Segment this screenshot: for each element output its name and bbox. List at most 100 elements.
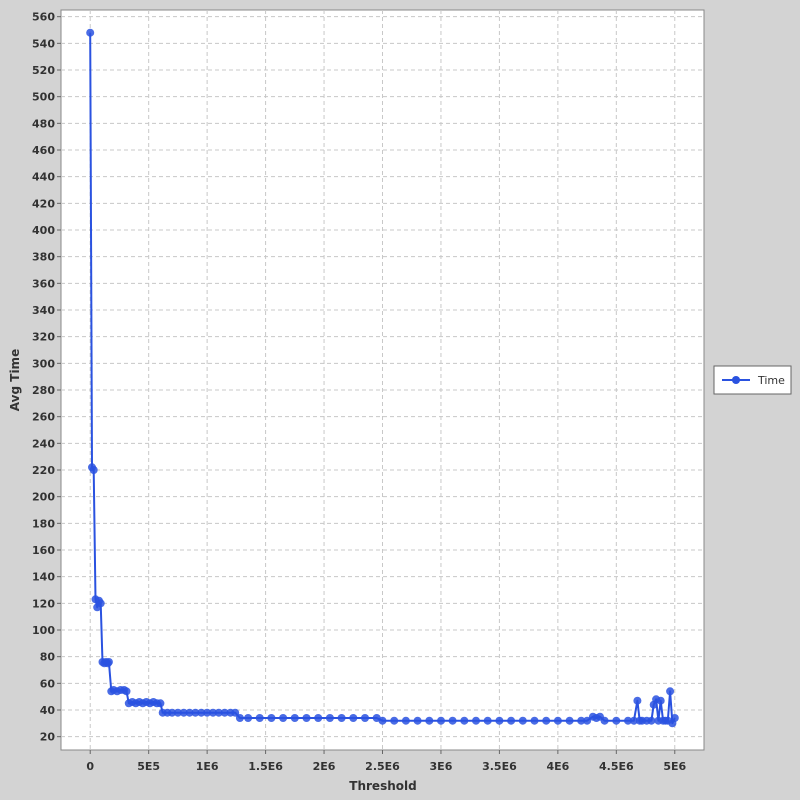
y-tick-label: 420 bbox=[32, 197, 55, 210]
data-point bbox=[483, 716, 492, 725]
y-tick-label: 500 bbox=[32, 91, 55, 104]
data-point bbox=[378, 716, 387, 725]
data-point bbox=[647, 716, 656, 725]
y-tick-label: 440 bbox=[32, 171, 55, 184]
data-point bbox=[255, 714, 264, 722]
data-point bbox=[670, 714, 679, 722]
series-layer bbox=[86, 28, 679, 728]
x-tick-label: 3E6 bbox=[430, 760, 453, 773]
data-point bbox=[104, 658, 113, 666]
y-tick-label: 60 bbox=[40, 677, 56, 690]
data-point bbox=[507, 716, 516, 725]
data-point bbox=[390, 716, 399, 725]
data-point bbox=[666, 687, 675, 696]
grid bbox=[61, 10, 704, 750]
y-tick-label: 280 bbox=[32, 384, 55, 397]
x-tick-label: 5E6 bbox=[663, 760, 686, 773]
data-point bbox=[302, 714, 311, 722]
data-point bbox=[425, 716, 434, 725]
data-point bbox=[565, 716, 574, 725]
data-point bbox=[600, 716, 609, 725]
data-point bbox=[185, 708, 194, 717]
data-point bbox=[325, 714, 334, 722]
data-point bbox=[401, 716, 410, 725]
data-point bbox=[337, 714, 346, 722]
x-tick-label: 5E5 bbox=[137, 760, 160, 773]
y-axis-title: Avg Time bbox=[8, 349, 22, 411]
data-point bbox=[220, 708, 229, 717]
data-point bbox=[235, 714, 244, 722]
data-point bbox=[629, 716, 638, 725]
data-point bbox=[633, 696, 642, 705]
data-point bbox=[612, 716, 621, 725]
x-tick-label: 2.5E6 bbox=[365, 760, 400, 773]
y-tick-label: 260 bbox=[32, 411, 55, 424]
data-point bbox=[624, 716, 632, 725]
y-tick-label: 100 bbox=[32, 624, 55, 637]
y-tick-label: 20 bbox=[40, 731, 56, 744]
x-tick-label: 1.5E6 bbox=[248, 760, 283, 773]
y-tick-label: 200 bbox=[32, 491, 55, 504]
x-tick-label: 3.5E6 bbox=[482, 760, 517, 773]
data-point bbox=[244, 714, 253, 722]
data-point bbox=[656, 696, 665, 705]
data-point bbox=[122, 687, 131, 696]
x-tick-label: 4E6 bbox=[546, 760, 569, 773]
y-tick-label: 300 bbox=[32, 357, 55, 370]
y-tick-label: 40 bbox=[40, 704, 56, 717]
data-point bbox=[173, 708, 182, 717]
plot-area bbox=[60, 9, 705, 751]
x-tick-label: 4.5E6 bbox=[599, 760, 634, 773]
data-point bbox=[191, 708, 200, 717]
legend: Time bbox=[713, 365, 792, 395]
data-point bbox=[413, 716, 422, 725]
y-tick-label: 540 bbox=[32, 37, 55, 50]
data-point bbox=[168, 708, 177, 717]
data-point bbox=[279, 714, 288, 722]
y-tick-label: 400 bbox=[32, 224, 55, 237]
data-point bbox=[495, 716, 504, 725]
data-point bbox=[290, 714, 299, 722]
data-point bbox=[179, 708, 188, 717]
x-axis-title: Threshold bbox=[349, 779, 416, 793]
x-tick-label: 2E6 bbox=[313, 760, 336, 773]
data-point bbox=[460, 716, 469, 725]
y-tick-label: 340 bbox=[32, 304, 55, 317]
data-point bbox=[577, 716, 586, 725]
data-point bbox=[86, 28, 95, 37]
data-point bbox=[209, 708, 217, 717]
y-tick-label: 520 bbox=[32, 64, 55, 77]
data-point bbox=[583, 716, 592, 725]
y-tick-label: 480 bbox=[32, 117, 55, 130]
y-tick-label: 240 bbox=[32, 437, 55, 450]
data-point bbox=[448, 716, 457, 725]
data-point bbox=[203, 708, 212, 717]
data-point bbox=[96, 599, 105, 608]
data-point bbox=[349, 714, 358, 722]
axes: 20 40 60 80 100 120 140 160 180 200 220 240 260 280 30… bbox=[32, 11, 686, 773]
data-point bbox=[267, 714, 276, 722]
y-tick-label: 360 bbox=[32, 277, 55, 290]
y-tick-label: 80 bbox=[40, 651, 56, 664]
y-tick-label: 380 bbox=[32, 251, 55, 264]
data-point bbox=[231, 708, 240, 717]
y-tick-label: 160 bbox=[32, 544, 55, 557]
legend-series-marker bbox=[732, 376, 740, 384]
y-tick-label: 220 bbox=[32, 464, 55, 477]
data-point bbox=[542, 716, 551, 725]
data-point bbox=[89, 466, 98, 474]
y-tick-label: 560 bbox=[32, 11, 55, 24]
legend-series-label: Time bbox=[757, 374, 785, 387]
data-point bbox=[530, 716, 539, 725]
data-point bbox=[553, 716, 562, 725]
data-point bbox=[361, 714, 369, 722]
y-tick-label: 460 bbox=[32, 144, 55, 157]
x-tick-label: 0 bbox=[86, 760, 94, 773]
y-tick-label: 120 bbox=[32, 597, 55, 610]
data-point bbox=[214, 708, 223, 717]
y-tick-label: 180 bbox=[32, 517, 55, 530]
y-tick-label: 140 bbox=[32, 571, 55, 584]
x-tick-label: 1E6 bbox=[196, 760, 219, 773]
data-point bbox=[314, 714, 323, 722]
